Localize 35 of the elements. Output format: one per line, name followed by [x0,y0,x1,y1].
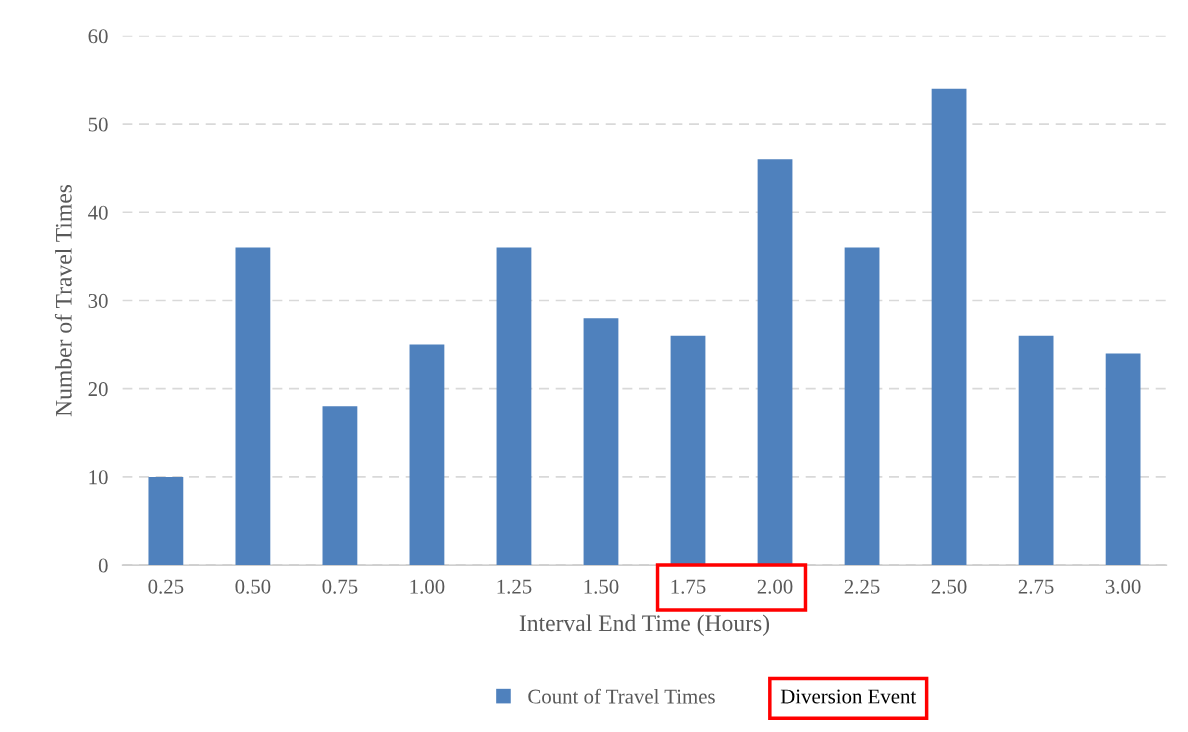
y-tick-label: 10 [89,470,108,485]
x-axis-title: Interval End Time (Hours) [519,614,770,636]
bar [757,159,793,566]
bar [148,476,184,566]
y-tick-label: 60 [88,29,108,44]
bar [583,318,619,566]
text: Diversion Event [780,689,917,704]
y-tick-label: 30 [88,293,108,308]
x-tick-label: 1.00 [410,579,445,594]
x-tick-label: 2.75 [1018,579,1054,594]
bar [1018,335,1054,566]
legend-label: Count of Travel Times [528,688,715,704]
y-axis-title: Number of Travel Times [54,184,72,417]
y-tick-label: 20 [88,382,108,397]
y-tick-label: 0 [98,558,108,573]
bar [931,88,967,566]
x-tick-label: 2.50 [931,579,967,594]
x-tick-label: 0.50 [235,579,271,594]
x-tick-label: 1.50 [584,579,619,594]
x-tick-label: 1.75 [671,579,706,594]
x-tick-label: 3.00 [1105,579,1141,594]
x-tick-label: 1.25 [497,579,532,594]
x-tick-label: 0.75 [322,579,358,594]
bar [496,247,532,566]
bar [670,335,706,566]
bar [235,247,271,566]
y-tick-label: 40 [88,205,108,220]
bar [844,247,880,566]
x-tick-label: 2.00 [757,579,793,594]
bar [1105,353,1141,566]
bar [409,344,445,566]
x-tick-label: 0.25 [148,579,184,594]
bar [322,406,358,566]
x-tick-label: 2.25 [844,579,880,594]
y-tick-label: 50 [88,117,108,132]
